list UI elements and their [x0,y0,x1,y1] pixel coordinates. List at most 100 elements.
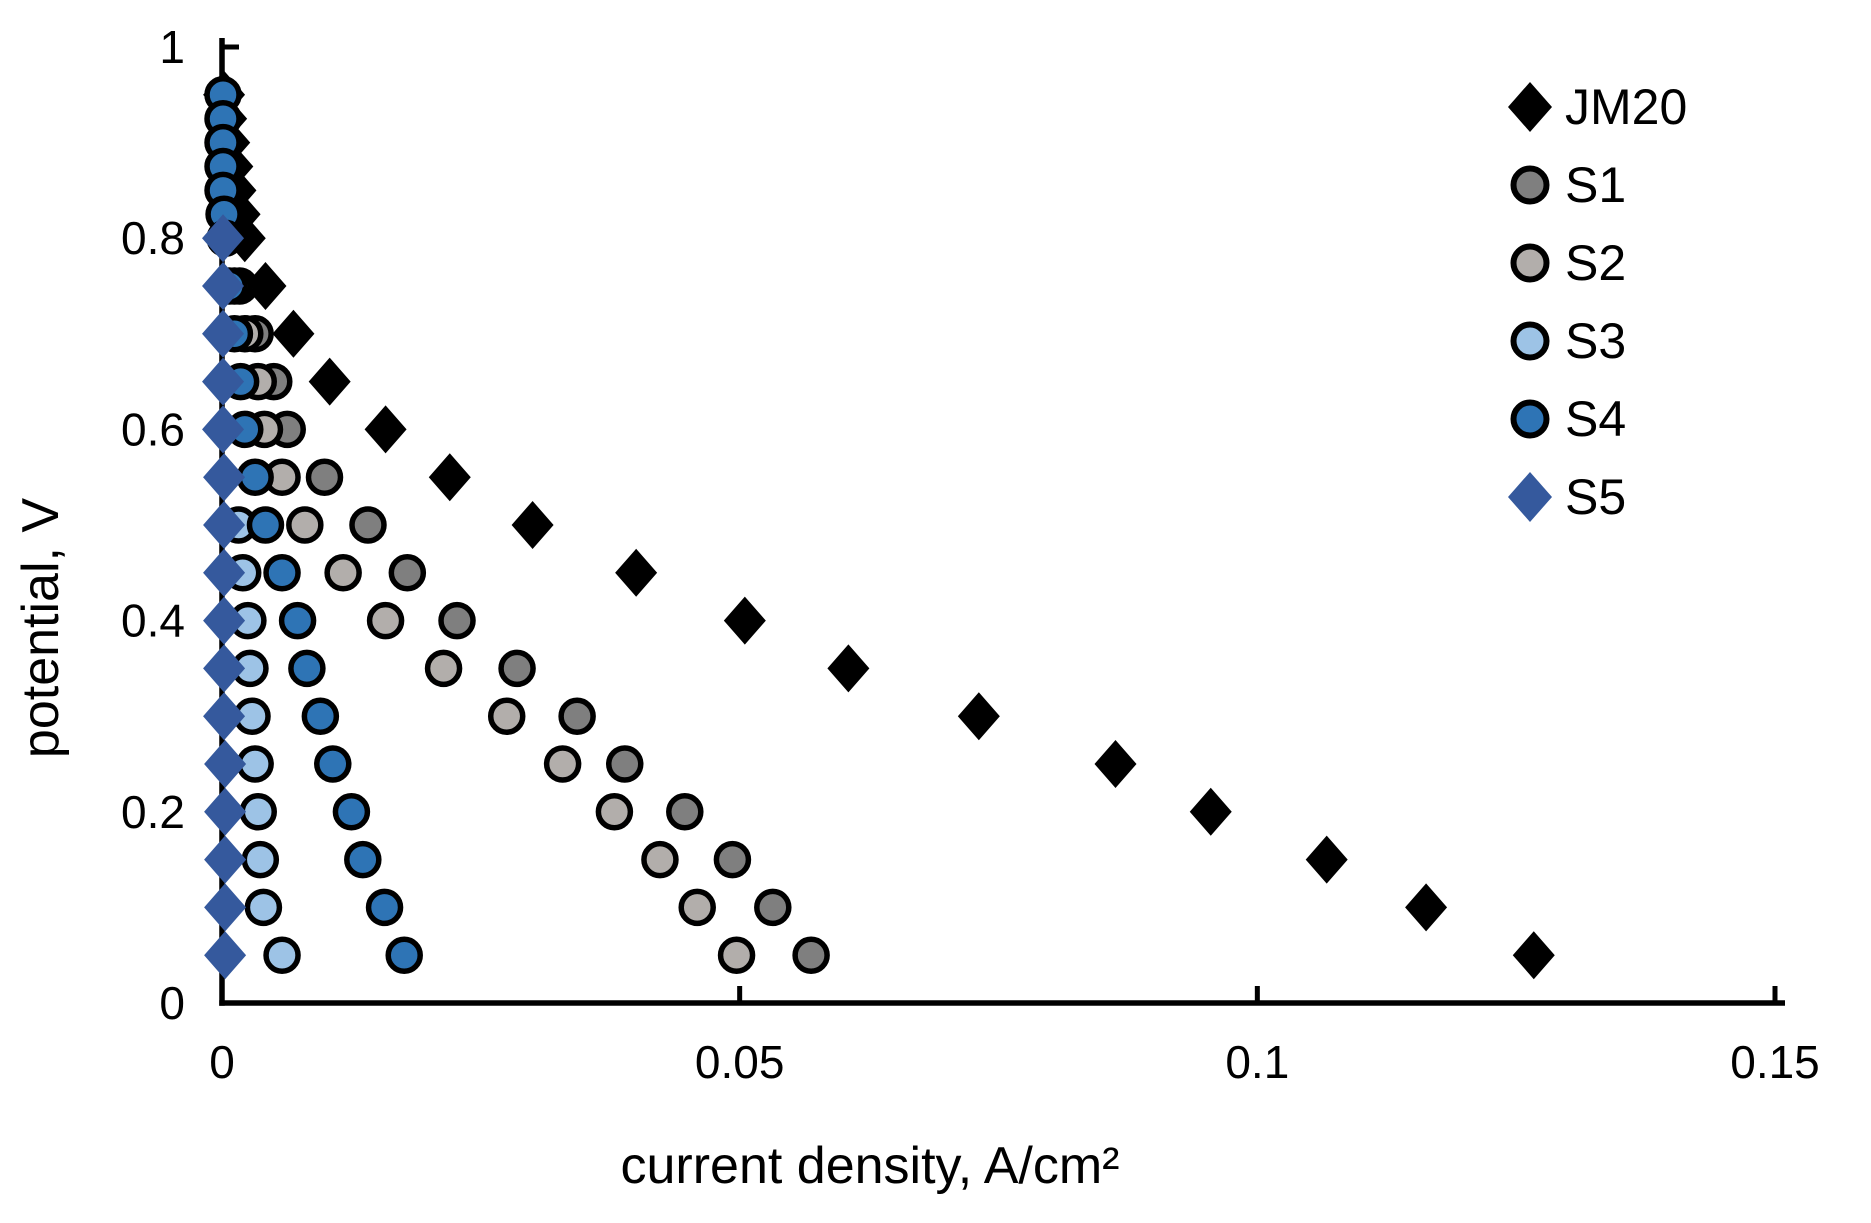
series-JM20-point [1512,931,1555,980]
series-JM20-point [1305,835,1348,884]
series-S5-point [202,405,245,454]
series-S5-point [203,644,246,693]
series-S5-point [204,883,247,932]
series-S1-point [305,458,344,496]
x-tick-label: 0.1 [1225,1036,1289,1088]
series-S5-point [203,453,246,502]
series-S1-point [605,745,644,783]
legend-marker-S3 [1510,321,1550,361]
series-JM20-point [957,692,1000,741]
legend-marker-S1 [1510,165,1550,205]
y-tick-label: 1 [159,21,185,73]
legend-item-S3: S3 [1510,313,1626,369]
series-S2-point [678,888,716,927]
series-S5-point [204,931,247,980]
series-S2-point [487,697,526,735]
series-JM20-point [723,596,766,645]
data-points-layer [202,70,1555,980]
y-axis-title: potential, V [12,498,70,758]
series-S3-point [244,888,283,927]
legend-item-S1: S1 [1510,157,1626,213]
series-JM20 [203,70,1555,980]
x-axis-title: current density, A/cm² [621,1137,1120,1195]
series-S3-point [239,793,277,831]
legend-label-S5: S5 [1565,469,1626,525]
series-S1-point [388,554,427,592]
legend-marker-S4 [1510,399,1550,439]
y-tick-label: 0.4 [121,595,185,647]
series-JM20-point [364,405,407,454]
series-S4-point [288,649,326,688]
legend-item-JM20: JM20 [1508,79,1687,135]
series-S1-point [438,601,476,640]
series-S1-point [713,840,752,879]
x-tick-label: 0.05 [695,1036,785,1088]
series-JM20-point [1094,740,1137,788]
legend-label-S4: S4 [1565,391,1626,447]
y-tick-label: 0.8 [121,212,185,264]
series-S4-point [314,745,352,783]
series-JM20-point [827,644,870,693]
series-S5-point [204,740,247,788]
series-JM20-point [428,453,471,502]
series-S5-point [203,501,246,549]
series-S4-point [278,601,317,640]
series-S2-point [717,936,756,974]
y-tick-label: 0.2 [121,786,185,838]
series-S5-point [204,787,247,836]
legend-marker-S5 [1508,472,1552,522]
legend-marker-S2 [1510,243,1550,283]
series-S1-point [498,649,536,688]
series-S2-point [595,793,634,831]
series-S4-point [365,888,404,927]
series-S5-point [202,309,245,358]
series-JM20-point [511,501,554,549]
series-S2-point [286,506,324,544]
series-S5-point [203,692,246,741]
legend-label-S3: S3 [1565,313,1626,369]
legend-label-S1: S1 [1565,157,1626,213]
series-S5-point [203,596,246,645]
legend-item-S4: S4 [1510,391,1626,447]
series-S5-point [204,835,247,884]
series-S4-point [246,506,285,544]
series-S4-point [344,840,382,879]
legend-label-S2: S2 [1565,235,1626,291]
series-S2-point [641,840,679,879]
series-S1-point [666,793,704,831]
series-S4-point [385,936,423,974]
y-tick-label: 0 [159,977,185,1029]
x-tick-label: 0.15 [1730,1036,1820,1088]
legend-item-S5: S5 [1508,469,1626,525]
series-JM20-point [308,357,351,406]
series-S4-point [301,697,340,735]
legend-item-S2: S2 [1510,235,1626,291]
series-JM20-point [615,548,658,597]
series-S4-point [263,554,301,592]
series-S1-point [754,888,792,927]
series-S1-point [792,936,830,974]
series-S5-point [202,357,245,406]
series-S2-point [543,745,582,783]
legend-label-JM20: JM20 [1565,79,1687,135]
series-S1-point [558,697,596,735]
series-S2 [215,267,756,974]
series-S3-point [241,840,280,879]
series-S2-point [424,649,463,688]
series-S5-point [203,548,246,597]
y-tick-label: 0.6 [121,403,185,455]
series-S4-point [332,793,371,831]
series-S5 [202,214,247,980]
series-S3-point [263,936,301,974]
series-S5-point [202,214,245,263]
series-S2-point [366,601,405,640]
legend-marker-JM20 [1508,82,1552,132]
legend: JM20 S1 S2 S3 S4 S5 [1508,79,1687,525]
series-JM20-point [272,309,315,358]
series-S5-point [202,262,245,310]
series-S1-point [349,506,387,544]
series-JM20-point [1189,787,1232,836]
series-JM20-point [244,262,287,310]
